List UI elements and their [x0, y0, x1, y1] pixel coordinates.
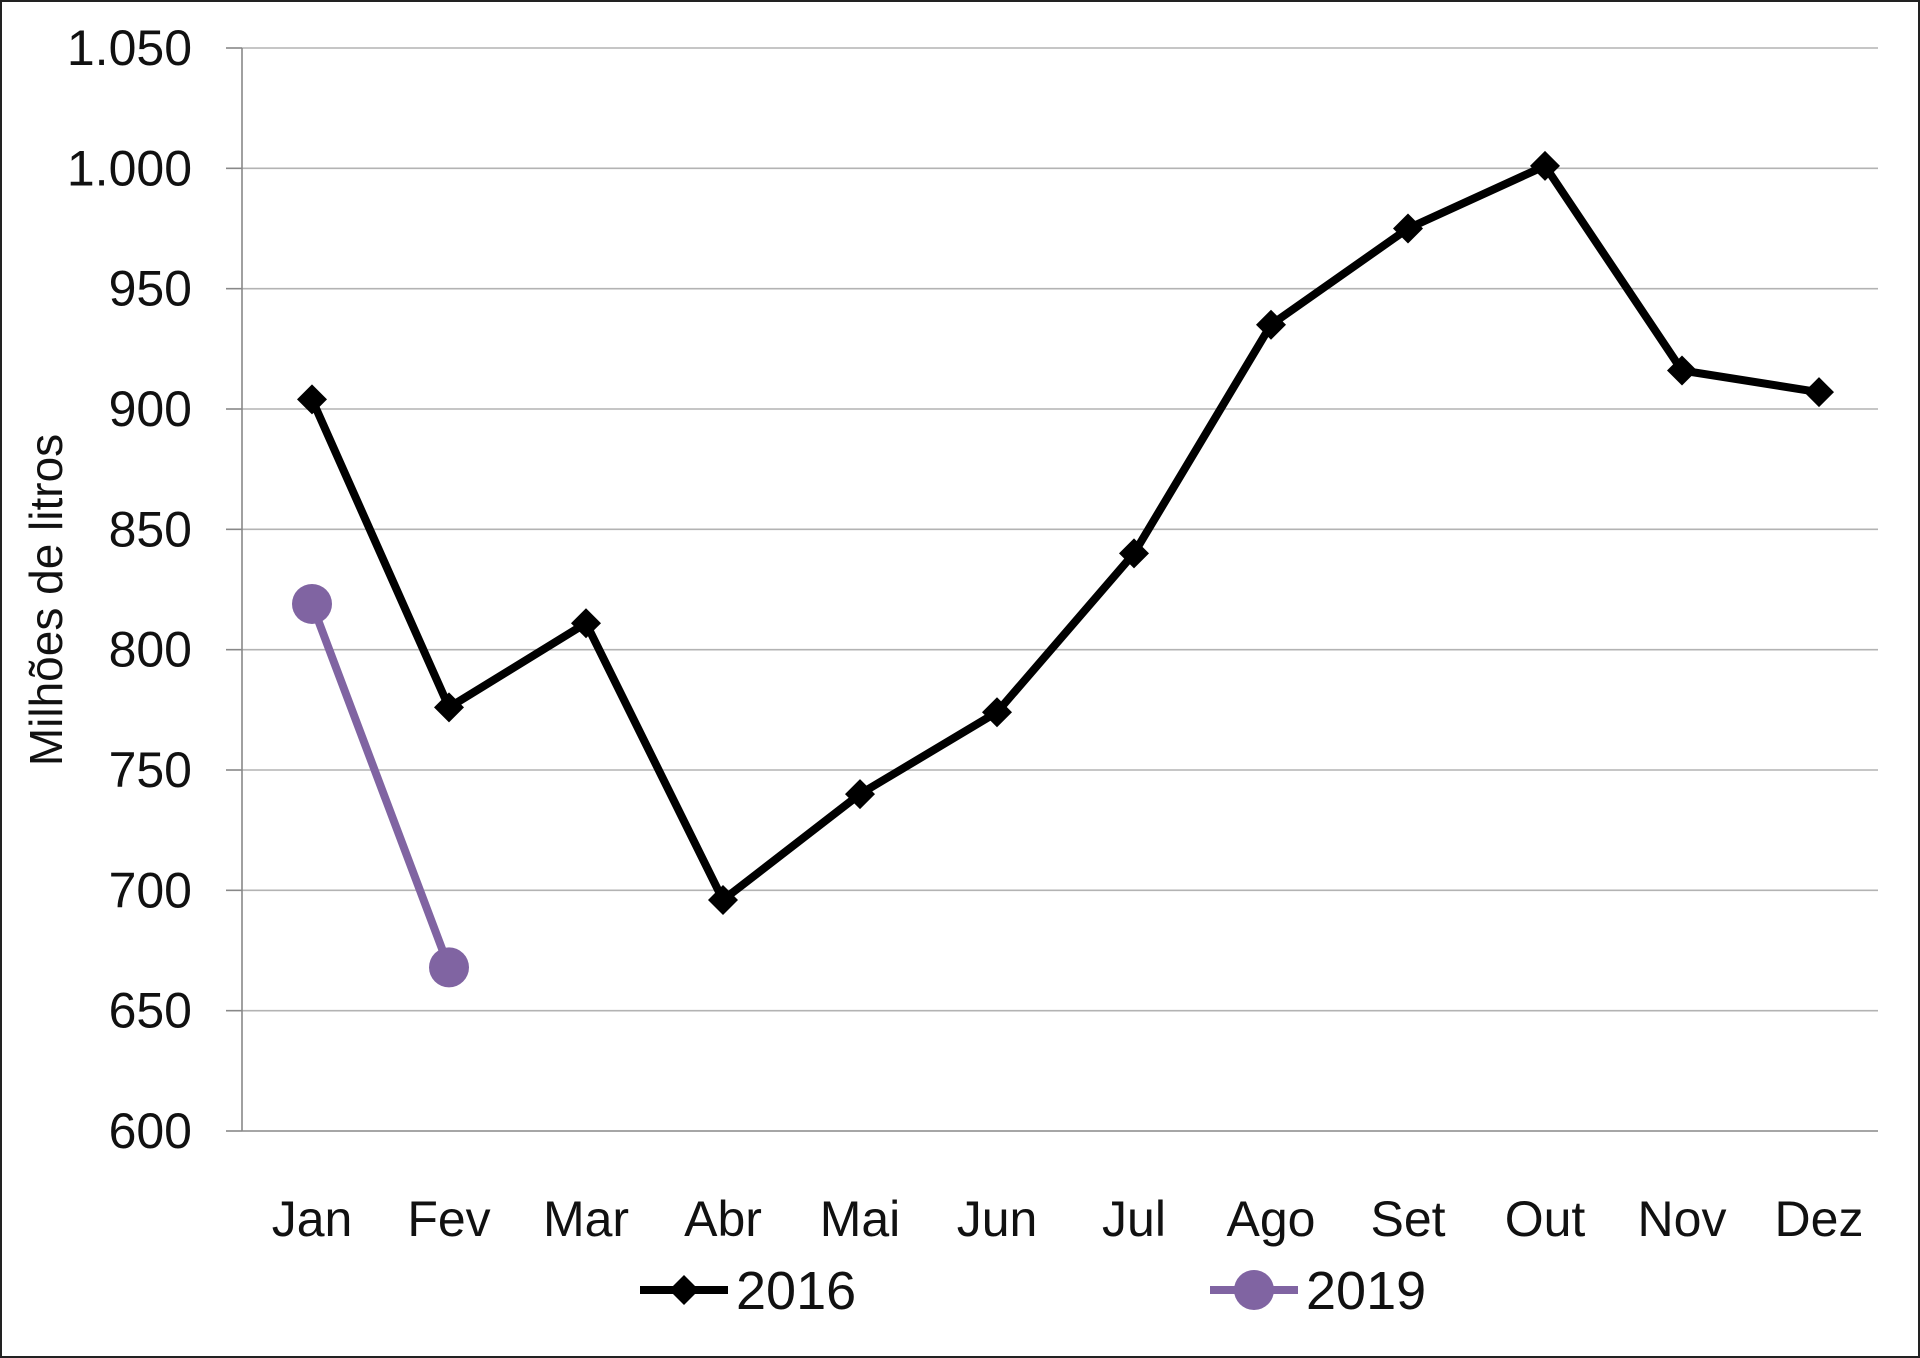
x-tick-label: Dez — [1775, 1191, 1864, 1247]
data-point-2016-Jun — [982, 697, 1012, 728]
series-2019 — [292, 583, 469, 988]
y-tick-label: 1.050 — [67, 20, 192, 76]
x-tick-label: Out — [1505, 1191, 1586, 1247]
x-tick-label: Jan — [272, 1191, 353, 1247]
y-tick-label: 850 — [109, 501, 192, 557]
x-tick-label: Set — [1370, 1191, 1445, 1247]
axes — [226, 47, 1878, 1132]
series-line-2019 — [308, 599, 453, 972]
series-2016 — [297, 150, 1834, 915]
x-tick-labels: Jan Fev Mar Abr Mai Jun Jul Ago Set Out Nov Dez — [272, 1191, 1864, 1247]
y-tick-label: 650 — [109, 983, 192, 1039]
data-point-2019-Fev — [429, 947, 469, 988]
legend-marker-2016 — [669, 1275, 699, 1305]
gridlines — [242, 47, 1878, 1012]
y-tick-label: 800 — [109, 622, 192, 678]
y-tick-label: 750 — [109, 742, 192, 798]
data-point-2016-Set — [1393, 213, 1423, 244]
x-tick-label: Ago — [1227, 1191, 1316, 1247]
legend-item-2016: 2016 — [640, 1261, 856, 1321]
x-tick-label: Jun — [957, 1191, 1038, 1247]
x-tick-label: Abr — [684, 1191, 762, 1247]
legend-item-2019: 2019 — [1210, 1261, 1426, 1321]
data-point-2016-Out — [1530, 150, 1560, 181]
y-tick-labels: 600 650 700 750 800 850 900 950 1.000 1.050 — [67, 20, 192, 1159]
data-point-2016-Abr — [708, 884, 738, 915]
y-tick-label: 600 — [109, 1103, 192, 1159]
y-tick-label: 700 — [109, 862, 192, 918]
y-tick-label: 1.000 — [67, 140, 192, 196]
series-group — [292, 150, 1834, 988]
y-tick-label: 900 — [109, 381, 192, 437]
data-point-2016-Mar — [571, 608, 601, 639]
data-point-2016-Jul — [1119, 538, 1149, 569]
data-point-2016-Nov — [1667, 355, 1697, 386]
legend-label-2019: 2019 — [1306, 1261, 1426, 1321]
y-tick-label: 950 — [109, 261, 192, 317]
series-line-2016 — [308, 161, 1823, 904]
y-axis-title: Milhões de litros — [20, 434, 72, 766]
data-point-2016-Ago — [1256, 309, 1286, 340]
data-point-2016-Jan — [297, 384, 327, 415]
x-tick-label: Mai — [820, 1191, 901, 1247]
x-tick-label: Nov — [1638, 1191, 1727, 1247]
x-tick-label: Mar — [543, 1191, 629, 1247]
x-tick-label: Fev — [407, 1191, 490, 1247]
data-point-2016-Fev — [434, 692, 464, 723]
x-tick-label: Jul — [1102, 1191, 1166, 1247]
legend-marker-2019 — [1234, 1270, 1274, 1310]
data-point-2016-Dez — [1804, 377, 1834, 408]
data-point-2019-Jan — [292, 583, 332, 624]
legend: 2016 2019 — [640, 1261, 1426, 1321]
data-point-2016-Mai — [845, 779, 875, 810]
legend-label-2016: 2016 — [736, 1261, 856, 1321]
